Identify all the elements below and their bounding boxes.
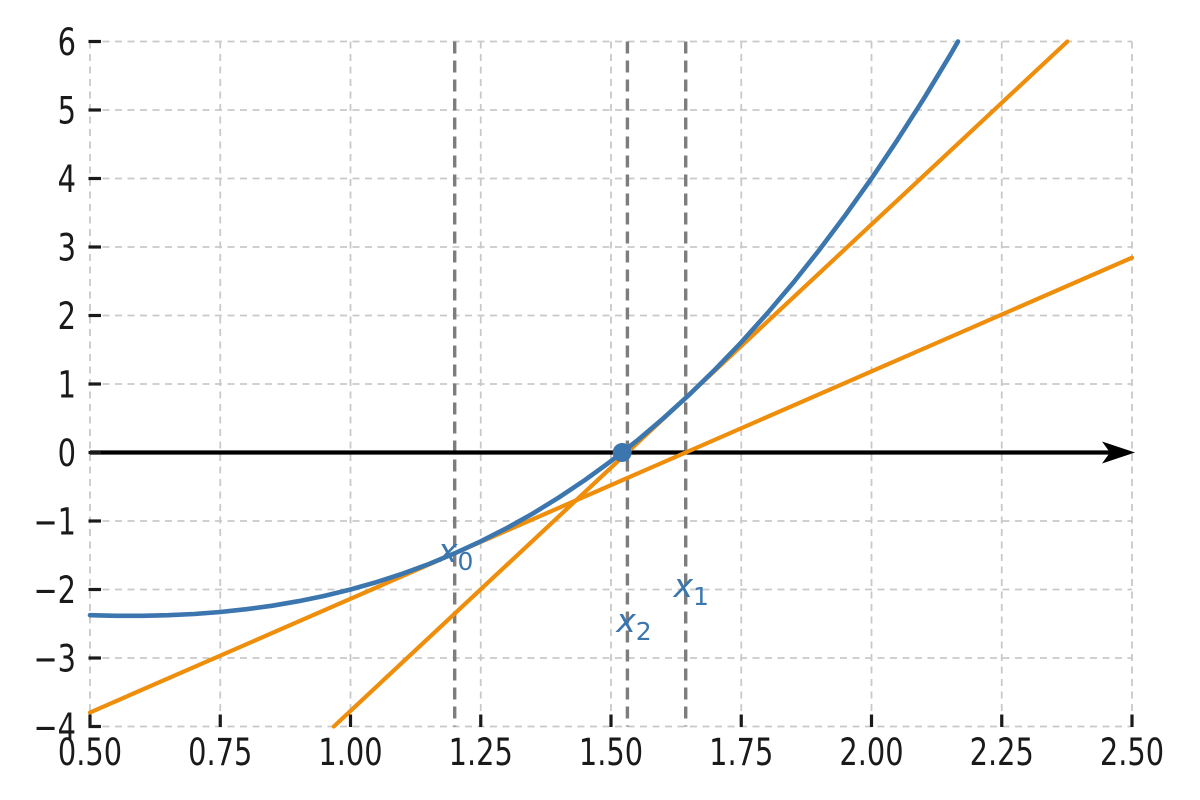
tangent-line-1	[87, 255, 1135, 715]
axis-arrowhead-icon	[1102, 441, 1135, 464]
x-tick-label: 2.25	[970, 731, 1034, 774]
iterate-label-x2: x2	[615, 601, 651, 646]
y-tick-label: −3	[34, 638, 77, 681]
root-marker	[612, 443, 632, 462]
y-tick-label: 6	[58, 21, 76, 64]
iterate-label-x1: x1	[673, 566, 709, 611]
x-tick-label: 0.50	[58, 731, 122, 774]
iterate-label-x0: x0	[437, 531, 473, 576]
y-tick-label: 5	[58, 90, 76, 133]
y-tick-label: −2	[34, 569, 77, 612]
y-tick-label: 3	[58, 227, 76, 270]
x-tick-label: 1.75	[709, 731, 773, 774]
y-tick-label: −4	[34, 706, 77, 749]
y-tick-label: 1	[58, 364, 76, 407]
x-tick-label: 1.25	[449, 731, 513, 774]
y-tick-label: −1	[34, 501, 77, 544]
y-tick-label: 2	[58, 295, 76, 338]
y-tick-label: 0	[58, 432, 76, 475]
y-tick-label: 4	[58, 158, 76, 201]
x-tick-label: 1.00	[318, 731, 382, 774]
x-tick-label: 2.50	[1100, 731, 1164, 774]
x-tick-label: 2.00	[839, 731, 903, 774]
x-tick-label: 0.75	[188, 731, 252, 774]
function-curve	[87, 39, 961, 619]
x-tick-label: 1.50	[579, 731, 643, 774]
